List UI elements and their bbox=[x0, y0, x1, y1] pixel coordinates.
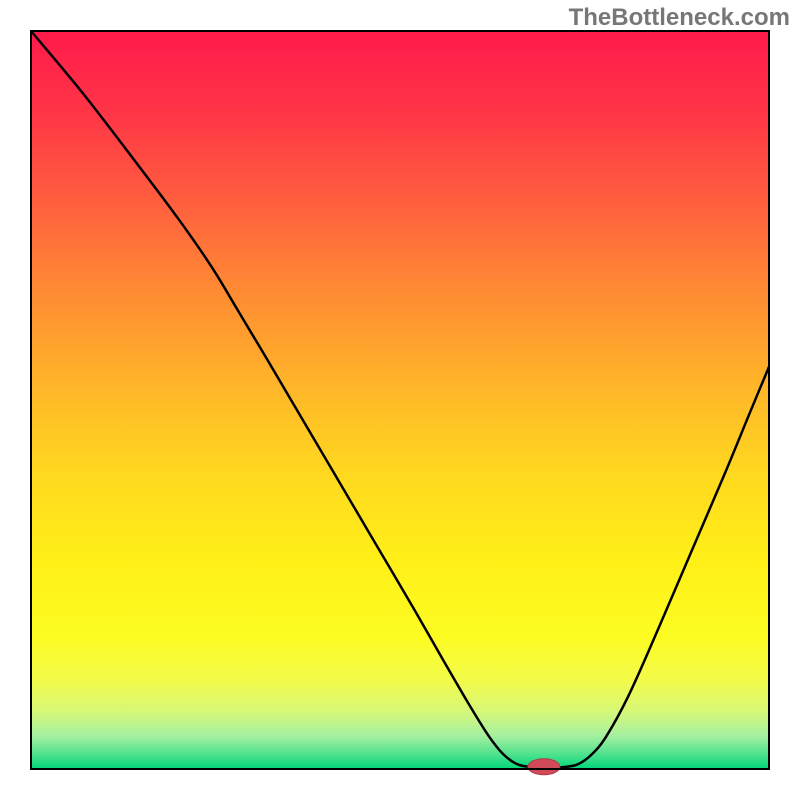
bottleneck-chart: TheBottleneck.com bbox=[0, 0, 800, 800]
plot-gradient-background bbox=[31, 31, 769, 769]
watermark-text: TheBottleneck.com bbox=[569, 4, 790, 32]
optimal-point-marker bbox=[528, 759, 560, 775]
gradient-curve-plot bbox=[0, 0, 800, 800]
